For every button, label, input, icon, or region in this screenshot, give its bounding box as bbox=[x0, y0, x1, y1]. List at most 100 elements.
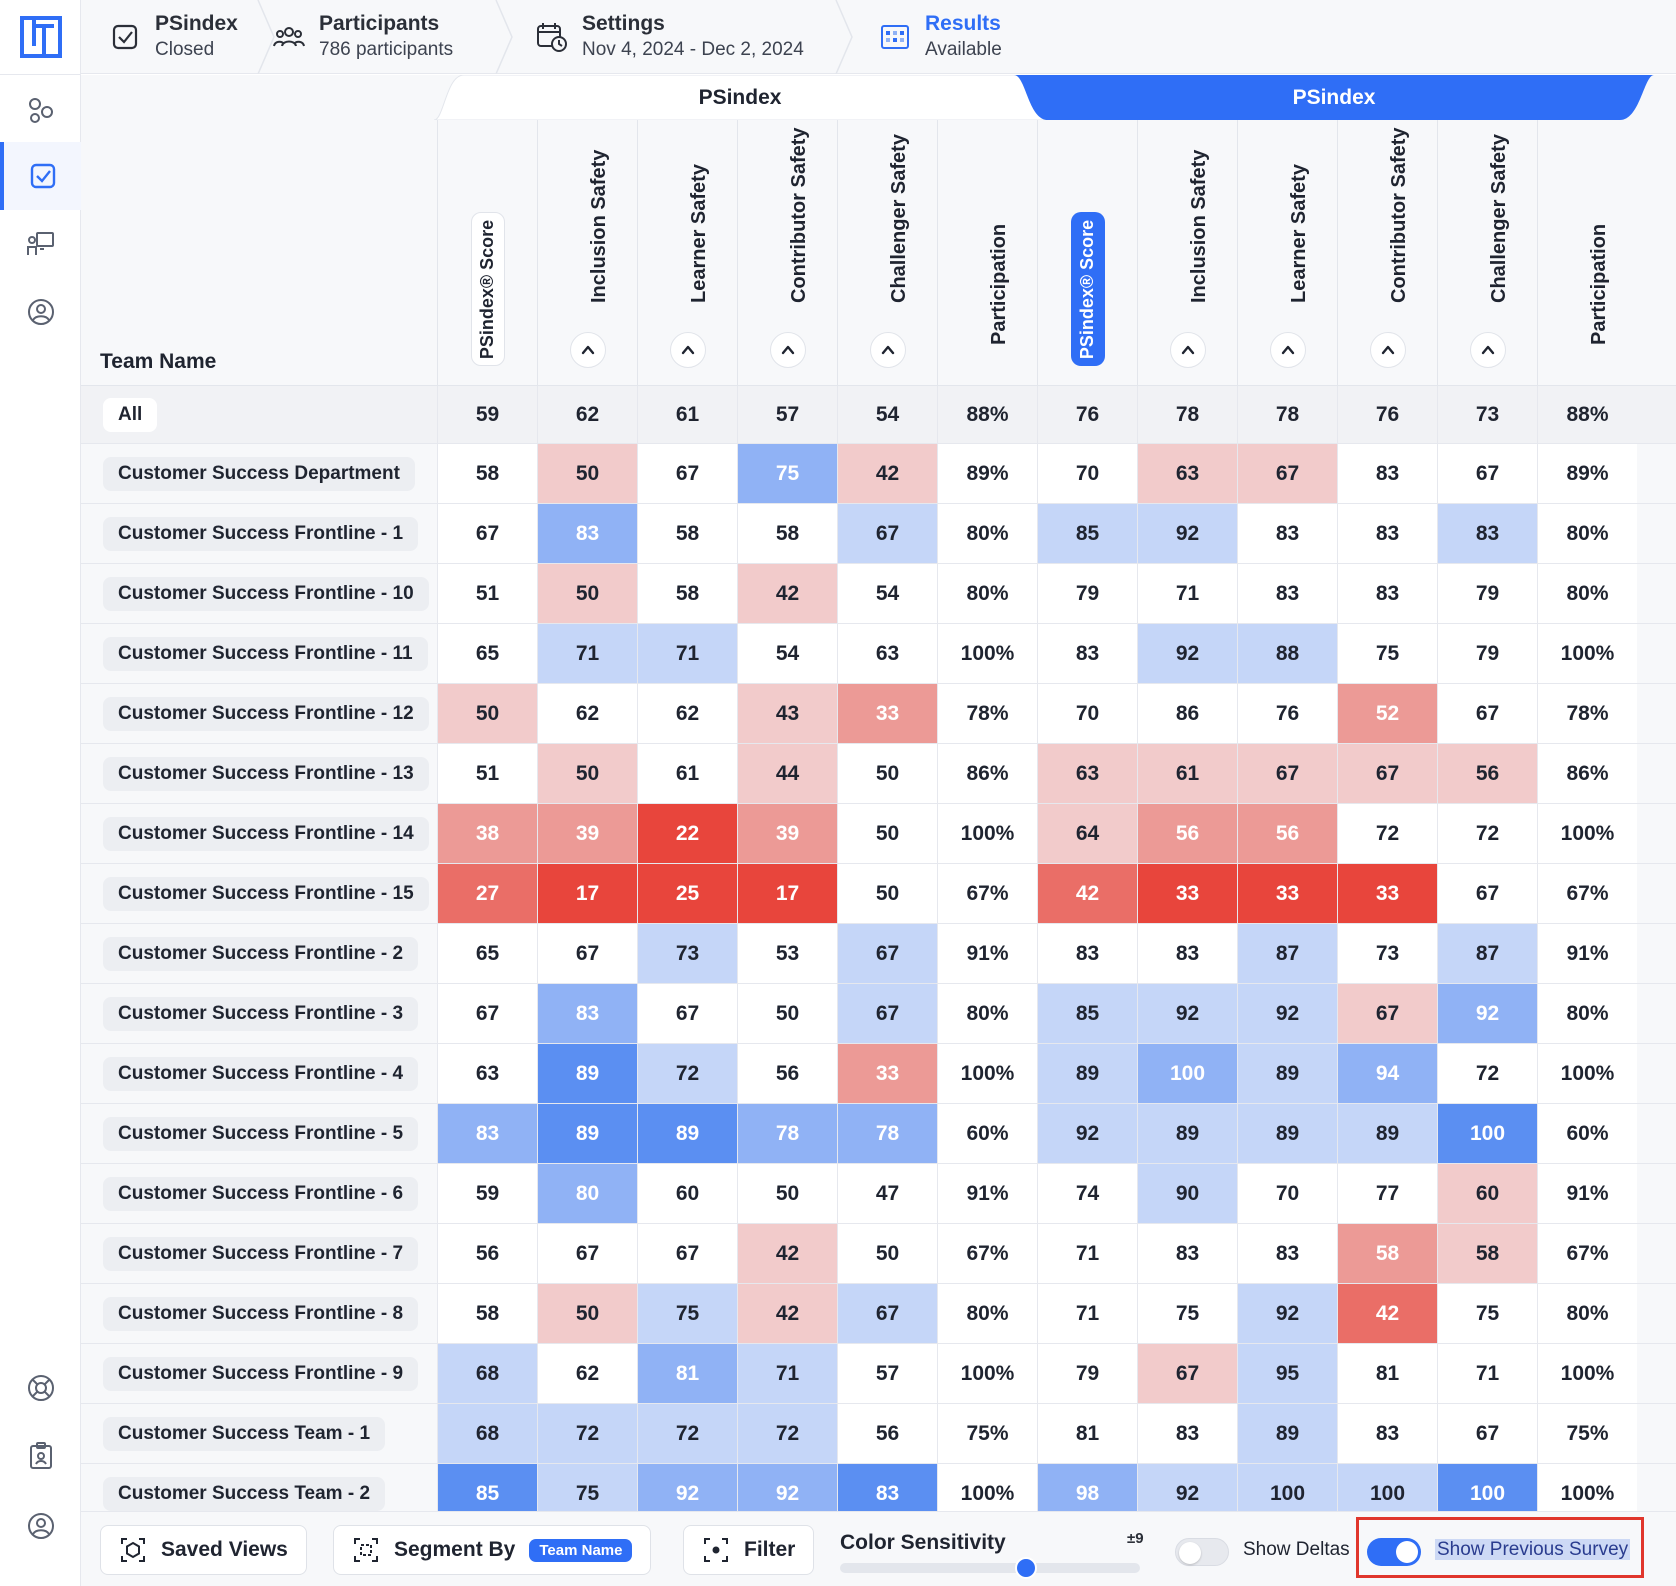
score-cell[interactable]: 89 bbox=[537, 1044, 637, 1103]
score-cell[interactable]: 83 bbox=[1337, 564, 1437, 623]
score-cell[interactable]: 33 bbox=[1137, 864, 1237, 923]
score-cell[interactable]: 80% bbox=[937, 504, 1037, 563]
team-name-pill[interactable]: Customer Success Frontline - 6 bbox=[103, 1176, 419, 1211]
score-cell[interactable]: 92 bbox=[1237, 1284, 1337, 1343]
score-cell[interactable]: 88% bbox=[937, 386, 1037, 443]
score-cell[interactable]: 72 bbox=[737, 1404, 837, 1463]
score-cell[interactable]: 89 bbox=[637, 1104, 737, 1163]
score-cell[interactable]: 75 bbox=[537, 1464, 637, 1511]
sort-button[interactable] bbox=[1270, 332, 1306, 368]
team-name-pill[interactable]: Customer Success Frontline - 1 bbox=[103, 516, 419, 551]
score-cell[interactable]: 78% bbox=[1537, 684, 1637, 743]
score-cell[interactable]: 100% bbox=[937, 1464, 1037, 1511]
score-cell[interactable]: 76 bbox=[1037, 386, 1137, 443]
score-cell[interactable]: 50 bbox=[737, 1164, 837, 1223]
score-cell[interactable]: 33 bbox=[1237, 864, 1337, 923]
score-cell[interactable]: 67 bbox=[1237, 744, 1337, 803]
score-cell[interactable]: 75 bbox=[737, 444, 837, 503]
score-cell[interactable]: 98 bbox=[1037, 1464, 1137, 1511]
score-cell[interactable]: 95 bbox=[1237, 1344, 1337, 1403]
score-cell[interactable]: 63 bbox=[437, 1044, 537, 1103]
score-cell[interactable]: 79 bbox=[1037, 564, 1137, 623]
score-cell[interactable]: 67 bbox=[637, 984, 737, 1043]
score-cell[interactable]: 17 bbox=[737, 864, 837, 923]
score-cell[interactable]: 47 bbox=[837, 1164, 937, 1223]
score-cell[interactable]: 52 bbox=[1337, 684, 1437, 743]
score-cell[interactable]: 67 bbox=[1337, 984, 1437, 1043]
score-cell[interactable]: 83 bbox=[1337, 504, 1437, 563]
score-cell[interactable]: 73 bbox=[637, 924, 737, 983]
score-cell[interactable]: 62 bbox=[637, 684, 737, 743]
score-cell[interactable]: 72 bbox=[1437, 804, 1537, 863]
score-cell[interactable]: 67 bbox=[437, 504, 537, 563]
score-cell[interactable]: 67 bbox=[1237, 444, 1337, 503]
score-cell[interactable]: 71 bbox=[1437, 1344, 1537, 1403]
score-cell[interactable]: 83 bbox=[1237, 564, 1337, 623]
sidebar-item-people[interactable] bbox=[0, 278, 81, 346]
score-cell[interactable]: 51 bbox=[437, 744, 537, 803]
column-header[interactable]: Learner Safety bbox=[637, 120, 737, 386]
score-cell[interactable]: 89 bbox=[1037, 1044, 1137, 1103]
score-cell[interactable]: 71 bbox=[1137, 564, 1237, 623]
sidebar-item-help[interactable] bbox=[0, 1354, 81, 1422]
score-cell[interactable]: 67 bbox=[837, 924, 937, 983]
team-name-pill[interactable]: Customer Success Frontline - 12 bbox=[103, 696, 429, 731]
score-cell[interactable]: 51 bbox=[437, 564, 537, 623]
score-cell[interactable]: 83 bbox=[1137, 1224, 1237, 1283]
score-cell[interactable]: 92 bbox=[1137, 504, 1237, 563]
score-cell[interactable]: 67 bbox=[437, 984, 537, 1043]
team-name-pill[interactable]: Customer Success Frontline - 13 bbox=[103, 756, 429, 791]
team-name-pill[interactable]: Customer Success Team - 2 bbox=[103, 1476, 386, 1511]
column-header[interactable]: Contributor Safety bbox=[737, 120, 837, 386]
score-cell[interactable]: 70 bbox=[1037, 444, 1137, 503]
score-cell[interactable]: 67 bbox=[1137, 1344, 1237, 1403]
score-cell[interactable]: 58 bbox=[737, 504, 837, 563]
sort-button[interactable] bbox=[670, 332, 706, 368]
score-cell[interactable]: 38 bbox=[437, 804, 537, 863]
score-cell[interactable]: 100% bbox=[937, 1344, 1037, 1403]
score-cell[interactable]: 58 bbox=[637, 504, 737, 563]
score-cell[interactable]: 89 bbox=[1337, 1104, 1437, 1163]
score-cell[interactable]: 70 bbox=[1037, 684, 1137, 743]
saved-views-button[interactable]: Saved Views bbox=[100, 1525, 307, 1575]
score-cell[interactable]: 92 bbox=[1037, 1104, 1137, 1163]
score-cell[interactable]: 92 bbox=[1137, 1464, 1237, 1511]
score-cell[interactable]: 89 bbox=[1137, 1104, 1237, 1163]
score-cell[interactable]: 79 bbox=[1037, 1344, 1137, 1403]
app-logo[interactable] bbox=[20, 16, 62, 58]
score-cell[interactable]: 73 bbox=[1337, 924, 1437, 983]
score-cell[interactable]: 83 bbox=[1237, 1224, 1337, 1283]
score-cell[interactable]: 80 bbox=[537, 1164, 637, 1223]
score-cell[interactable]: 71 bbox=[1037, 1284, 1137, 1343]
score-cell[interactable]: 83 bbox=[1137, 1404, 1237, 1463]
sort-button[interactable] bbox=[570, 332, 606, 368]
score-cell[interactable]: 75 bbox=[1337, 624, 1437, 683]
score-cell[interactable]: 63 bbox=[837, 624, 937, 683]
column-header[interactable]: Inclusion Safety bbox=[1137, 120, 1237, 386]
column-header[interactable]: Participation bbox=[937, 120, 1037, 386]
group-tab-previous[interactable]: PSindex bbox=[434, 75, 1046, 120]
score-cell[interactable]: 67 bbox=[837, 984, 937, 1043]
score-cell[interactable]: 86 bbox=[1137, 684, 1237, 743]
score-cell[interactable]: 68 bbox=[437, 1404, 537, 1463]
score-cell[interactable]: 64 bbox=[1037, 804, 1137, 863]
score-cell[interactable]: 78 bbox=[1237, 386, 1337, 443]
score-cell[interactable]: 71 bbox=[537, 624, 637, 683]
score-cell[interactable]: 67 bbox=[1437, 864, 1537, 923]
column-header[interactable]: Challenger Safety bbox=[1437, 120, 1537, 386]
column-header[interactable]: PSindex® Score bbox=[1037, 120, 1137, 386]
score-cell[interactable]: 63 bbox=[1137, 444, 1237, 503]
slider-handle[interactable] bbox=[1015, 1557, 1037, 1579]
score-cell[interactable]: 77 bbox=[1337, 1164, 1437, 1223]
score-cell[interactable]: 83 bbox=[1037, 624, 1137, 683]
score-cell[interactable]: 100 bbox=[1437, 1104, 1537, 1163]
score-cell[interactable]: 39 bbox=[737, 804, 837, 863]
score-cell[interactable]: 80% bbox=[1537, 564, 1637, 623]
score-cell[interactable]: 89 bbox=[1237, 1104, 1337, 1163]
score-cell[interactable]: 67 bbox=[1437, 684, 1537, 743]
score-cell[interactable]: 39 bbox=[537, 804, 637, 863]
score-cell[interactable]: 100% bbox=[937, 624, 1037, 683]
score-cell[interactable]: 67 bbox=[1437, 444, 1537, 503]
score-cell[interactable]: 60 bbox=[1437, 1164, 1537, 1223]
score-cell[interactable]: 83 bbox=[1037, 924, 1137, 983]
